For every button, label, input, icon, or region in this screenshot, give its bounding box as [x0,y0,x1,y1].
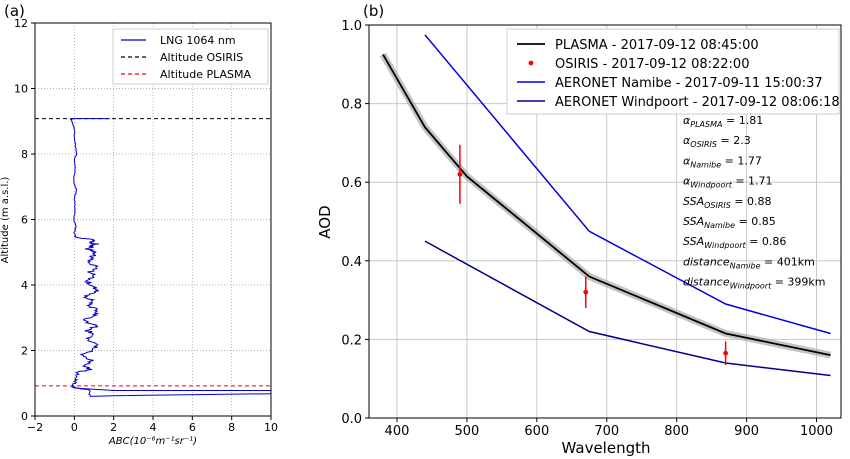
annotation-3: αWindpoort = 1.71 [683,175,773,190]
annotation-6: SSAWindpoort = 0.86 [683,235,786,250]
panel-a-ylabel: Altitude (m a.s.l.) [0,177,11,264]
legend-a-label-osiris: Altitude OSIRIS [160,51,243,64]
tick-label-b-y: 0.0 [341,412,362,427]
tick-label-b-x: 900 [734,424,759,439]
legend-b-swatch-osiris [528,60,534,66]
osiris-point [583,289,589,295]
annotation-5: SSANamibe = 0.85 [683,215,776,230]
annotation-0: αPLASMA = 1.81 [683,114,763,129]
tick-label-a-y: 12 [14,17,28,30]
panel-b-ticks: 400 500 600 700 800 900 1000 0.0 0.2 0.4 0.6 0.8 1.0 [341,19,833,439]
annotation-8: distanceWindpoort = 399km [683,276,826,291]
tick-label-a-y: 0 [21,410,28,423]
legend-a-label-plasma: Altitude PLASMA [160,68,251,81]
lng-surface-line [90,393,272,397]
panel-b-xlabel: Wavelength [562,439,651,457]
tick-label-b-x: 600 [524,424,549,439]
windpoort-line [424,240,831,377]
tick-label-a-y: 4 [21,279,28,292]
tick-label-b-y: 1.0 [341,19,362,34]
legend-b-label-windpoort: AERONET Windpoort - 2017-09-12 08:06:18 [555,95,840,110]
tick-label-b-y: 0.4 [341,255,362,270]
legend-b-label-osiris: OSIRIS - 2017-09-12 08:22:00 [555,57,749,72]
panel-b: (b) 400 500 600 700 800 900 1000 0.0 0.2 0.4 0.6 0.… [316,2,842,457]
lng-surface-line-2 [76,387,271,391]
osiris-point [723,350,729,356]
legend-a-label-lng: LNG 1064 nm [160,34,236,47]
panel-a-grid [35,23,271,416]
tick-label-b-x: 1000 [800,424,833,439]
tick-label-a-x: 2 [110,421,117,434]
panel-a-legend: LNG 1064 nm Altitude OSIRIS Altitude PLA… [112,28,269,85]
tick-label-b-y: 0.8 [341,98,362,113]
panel-a-label: (a) [4,2,25,20]
tick-label-b-y: 0.2 [341,333,362,348]
panel-b-annotations: αPLASMA = 1.81 αOSIRIS = 2.3 αNamibe = 1.7… [683,114,826,291]
panel-b-ylabel: AOD [316,205,334,238]
tick-label-a-x: 8 [228,421,235,434]
tick-label-a-y: 8 [21,148,28,161]
tick-label-a-x: 4 [150,421,157,434]
panel-b-legend-box [506,28,840,115]
annotation-4: SSAOSIRIS = 0.88 [683,195,772,210]
tick-label-a-x: 6 [189,421,196,434]
tick-label-a-y: 6 [21,214,28,227]
tick-label-a-x: −2 [27,421,43,434]
panel-a-plot [35,118,272,397]
tick-label-b-x: 400 [385,424,410,439]
panel-a-xlabel: ABC(10⁻⁶m⁻¹sr⁻¹) [108,436,197,447]
panel-b-frame [368,24,842,419]
namibe-line [424,34,831,335]
tick-label-a-y: 2 [21,345,28,358]
tick-label-a-y: 10 [14,83,28,96]
osiris-point [457,171,463,177]
tick-label-a-x: 0 [71,421,78,434]
tick-label-b-x: 800 [664,424,689,439]
legend-b-label-plasma: PLASMA - 2017-09-12 08:45:00 [555,38,759,53]
annotation-2: αNamibe = 1.77 [683,154,762,169]
panel-b-plot [379,34,832,377]
lng-profile-line [69,118,110,397]
tick-label-b-x: 500 [454,424,479,439]
panel-b-label: (b) [363,2,384,20]
tick-label-b-y: 0.6 [341,176,362,191]
plasma-line [382,54,831,357]
annotation-7: distanceNamibe = 401km [683,255,815,270]
annotation-1: αOSIRIS = 2.3 [683,134,751,149]
tick-label-a-x: 10 [264,421,278,434]
legend-b-label-namibe: AERONET Namibe - 2017-09-11 15:00:37 [555,76,823,91]
panel-b-legend: PLASMA - 2017-09-12 08:45:00 OSIRIS - 20… [506,28,840,115]
tick-label-b-x: 700 [594,424,619,439]
